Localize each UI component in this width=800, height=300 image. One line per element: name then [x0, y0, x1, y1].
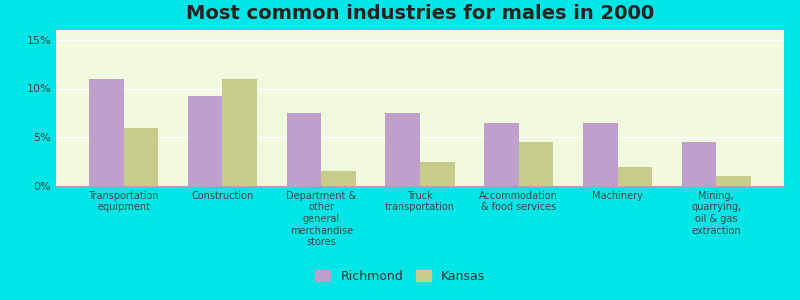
Bar — [484, 123, 518, 186]
Bar — [322, 171, 356, 186]
Bar — [222, 79, 257, 186]
Bar — [716, 176, 751, 186]
Title: Most common industries for males in 2000: Most common industries for males in 2000 — [186, 4, 654, 23]
Bar — [386, 113, 420, 186]
Bar — [618, 167, 652, 186]
Bar — [89, 79, 124, 186]
Bar — [188, 96, 222, 186]
Bar — [583, 123, 618, 186]
Bar — [682, 142, 716, 186]
Bar — [420, 162, 454, 186]
Bar — [124, 128, 158, 186]
Bar — [286, 113, 322, 186]
Bar — [518, 142, 554, 186]
Legend: Richmond, Kansas: Richmond, Kansas — [310, 265, 490, 288]
